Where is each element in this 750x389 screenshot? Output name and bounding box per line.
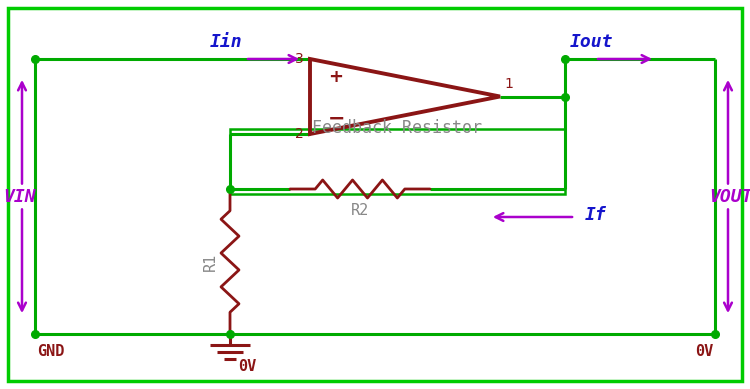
Text: GND: GND <box>37 344 64 359</box>
Text: VIN: VIN <box>4 187 36 205</box>
Text: R2: R2 <box>351 203 369 218</box>
Text: 0V: 0V <box>694 344 713 359</box>
Text: 0V: 0V <box>238 359 256 374</box>
Text: Feedback Resistor: Feedback Resistor <box>313 119 482 137</box>
Text: Iin: Iin <box>209 33 242 51</box>
Text: Iout: Iout <box>570 33 614 51</box>
Bar <box>230 129 565 194</box>
Text: 3: 3 <box>296 52 304 66</box>
Text: VOUT: VOUT <box>710 187 750 205</box>
Text: R1: R1 <box>203 252 218 271</box>
Text: If: If <box>585 206 607 224</box>
Text: 1: 1 <box>504 77 513 91</box>
Text: −: − <box>328 109 346 129</box>
Text: +: + <box>328 68 343 86</box>
Text: 2: 2 <box>296 127 304 141</box>
